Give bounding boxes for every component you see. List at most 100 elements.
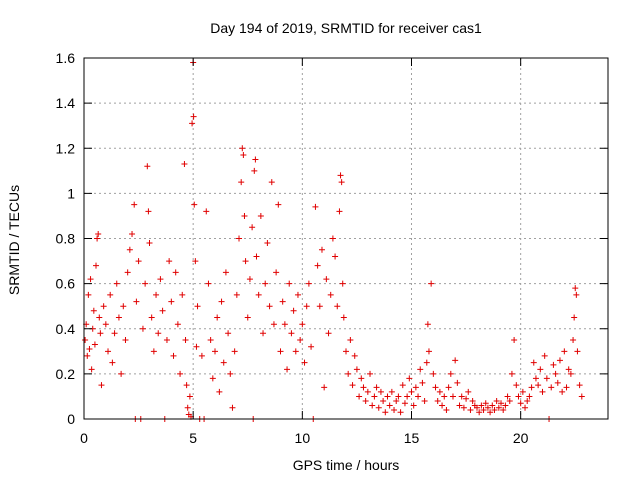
data-point [249, 224, 256, 231]
data-point [229, 404, 236, 411]
data-point [364, 388, 371, 395]
data-point [109, 359, 116, 366]
data-point [515, 393, 522, 400]
data-point [233, 291, 240, 298]
data-point [321, 384, 328, 391]
data-point [216, 388, 223, 395]
data-point [115, 314, 122, 321]
data-point [460, 404, 467, 411]
data-point [480, 406, 487, 413]
data-point [388, 388, 395, 395]
data-point [419, 379, 426, 386]
data-point [498, 400, 505, 407]
data-point [163, 337, 170, 344]
data-point [340, 314, 347, 321]
data-point [181, 161, 188, 168]
data-point [124, 269, 131, 276]
data-point [97, 330, 104, 337]
data-point [554, 379, 561, 386]
data-point [535, 382, 542, 389]
data-point [399, 382, 406, 389]
data-point [489, 402, 496, 409]
data-point [301, 359, 308, 366]
data-point [257, 212, 264, 219]
y-tick-label: 1 [67, 185, 75, 201]
data-point [491, 406, 498, 413]
data-point [358, 375, 365, 382]
data-point [393, 397, 400, 404]
data-point [266, 303, 273, 310]
data-point [495, 404, 502, 411]
data-point [530, 359, 537, 366]
data-point [205, 280, 212, 287]
data-point [548, 384, 555, 391]
y-tick-label: 0.6 [56, 276, 76, 292]
data-point [524, 397, 531, 404]
axis-ticks: 0 0.2 0.4 0.6 0.8 1 1.2 1.4 1.6 0 5 10 15 20 [56, 50, 608, 446]
data-point [159, 307, 166, 314]
data-point [153, 291, 160, 298]
data-point [537, 366, 544, 373]
data-point [356, 393, 363, 400]
data-point [578, 393, 585, 400]
data-point [395, 393, 402, 400]
data-point [297, 337, 304, 344]
data-point [573, 291, 580, 298]
data-point [559, 388, 566, 395]
data-point [284, 366, 291, 373]
data-point [288, 330, 295, 337]
x-tick-label: 5 [189, 430, 197, 446]
data-point [292, 348, 299, 355]
data-point [572, 285, 579, 292]
data-point [417, 366, 424, 373]
data-point [270, 321, 277, 328]
data-point [105, 348, 112, 355]
data-point [443, 406, 450, 413]
data-point [500, 406, 507, 413]
data-point [423, 359, 430, 366]
data-point [386, 402, 393, 409]
x-tick-label: 20 [513, 430, 529, 446]
data-point [408, 388, 415, 395]
data-point [329, 235, 336, 242]
data-point [511, 337, 518, 344]
data-point [305, 280, 312, 287]
data-point [168, 298, 175, 305]
data-point [242, 258, 249, 265]
data-point [314, 262, 321, 269]
data-point [218, 298, 225, 305]
data-point [463, 395, 470, 402]
data-point [157, 276, 164, 283]
data-point [351, 352, 358, 359]
data-point [349, 382, 356, 389]
data-point [367, 370, 374, 377]
data-point [122, 337, 129, 344]
data-point [177, 370, 184, 377]
data-point [508, 370, 515, 377]
data-point [371, 393, 378, 400]
data-point [454, 379, 461, 386]
data-point [172, 269, 179, 276]
data-point [556, 357, 563, 364]
data-point [262, 280, 269, 287]
data-point [353, 366, 360, 373]
data-point [166, 258, 173, 265]
data-point [406, 375, 413, 382]
data-point [452, 357, 459, 364]
data-point [148, 314, 155, 321]
data-point [251, 167, 258, 174]
y-tick-label: 0.2 [56, 366, 76, 382]
data-point [241, 212, 248, 219]
data-point [421, 397, 428, 404]
data-point [231, 348, 238, 355]
data-point [430, 370, 437, 377]
data-point [260, 330, 267, 337]
data-points [82, 59, 585, 422]
data-point [543, 375, 550, 382]
y-tick-label: 1.4 [56, 95, 76, 111]
data-point [377, 388, 384, 395]
data-point [275, 201, 282, 208]
data-point [131, 201, 138, 208]
data-point [303, 303, 310, 310]
data-point [268, 179, 275, 186]
